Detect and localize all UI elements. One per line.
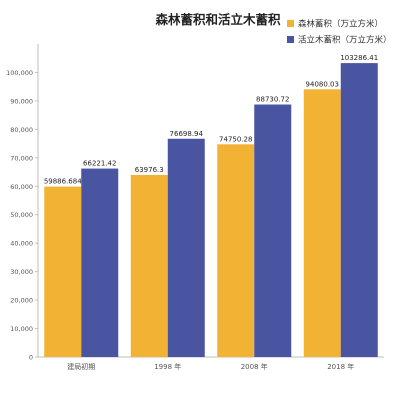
chart-title: 森林蓄积和活立木蓄积	[155, 12, 281, 27]
bars	[44, 63, 378, 358]
y-tick-label: 30,000	[10, 268, 33, 276]
bar-living-stock	[167, 138, 205, 357]
y-axis-ticks: 0 10,000 20,000 30,000 40,000 50,000 60,000 70,…	[6, 69, 38, 362]
y-tick-label: 70,000	[10, 154, 33, 162]
legend-swatch-series-2	[287, 36, 294, 43]
bar-forest-stock	[130, 174, 168, 357]
x-axis-categories: 建局初期 1998 年 2008 年 2018 年	[67, 362, 354, 371]
legend-label-series-1: 森林蓄积（万立方米）	[298, 19, 383, 30]
y-tick-label: 20,000	[10, 297, 33, 305]
data-labels: 59886.684 66221.42 63976.3 76698.94 74750.28…	[44, 54, 378, 185]
data-label: 59886.684	[44, 178, 82, 186]
y-tick-label: 10,000	[10, 325, 33, 333]
y-tick-label: 80,000	[10, 126, 33, 134]
x-category-label: 2018 年	[327, 362, 354, 371]
data-label: 63976.3	[135, 166, 164, 174]
bar-living-stock	[254, 104, 292, 357]
bar-living-stock	[81, 168, 119, 357]
x-category-label: 建局初期	[67, 362, 95, 371]
x-category-label: 1998 年	[154, 362, 181, 371]
bar-living-stock	[340, 63, 378, 358]
data-label: 94080.03	[306, 80, 339, 88]
data-label: 76698.94	[170, 130, 204, 138]
legend-label-series-2: 活立木蓄积（万立方米）	[298, 35, 392, 46]
legend-swatch-series-1	[287, 20, 294, 27]
data-label: 74750.28	[219, 135, 252, 143]
y-tick-label: 50,000	[10, 211, 33, 219]
legend: 森林蓄积（万立方米） 活立木蓄积（万立方米）	[287, 19, 392, 46]
y-tick-label: 60,000	[10, 183, 33, 191]
data-label: 103286.41	[340, 54, 378, 62]
data-label: 66221.42	[83, 160, 116, 168]
x-category-label: 2008 年	[241, 362, 268, 371]
bar-forest-stock	[303, 89, 341, 357]
y-tick-label: 90,000	[10, 97, 33, 105]
bar-forest-stock	[217, 144, 255, 357]
data-label: 88730.72	[256, 96, 289, 104]
bar-forest-stock	[44, 186, 82, 357]
y-tick-label: 40,000	[10, 240, 33, 248]
y-tick-label: 100,000	[6, 69, 33, 77]
y-tick-label: 0	[29, 354, 33, 362]
